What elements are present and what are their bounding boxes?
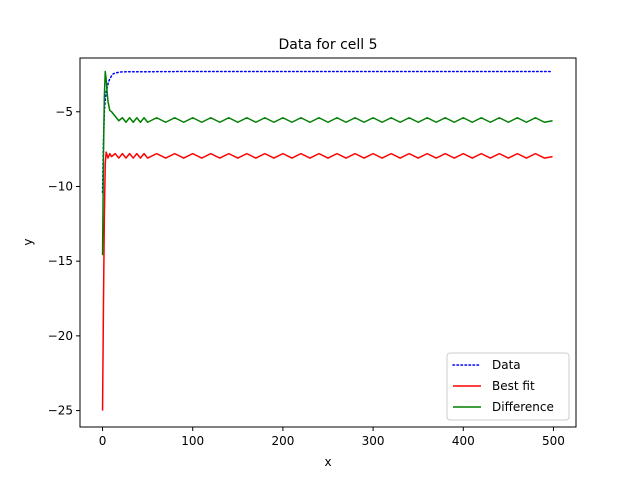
- legend-label-data: Data: [492, 358, 521, 372]
- x-axis: 0 100 200 300 400 500: [99, 427, 565, 448]
- y-axis: −25 −20 −15 −10 −5: [48, 105, 80, 418]
- legend-label-best-fit: Best fit: [492, 379, 535, 393]
- x-tick-label: 0: [99, 434, 107, 448]
- y-tick-label: −5: [55, 105, 73, 119]
- y-axis-label: y: [21, 238, 35, 245]
- plot-frame: [79, 57, 577, 428]
- legend: Data Best fit Difference: [446, 352, 570, 421]
- x-tick-label: 400: [452, 434, 475, 448]
- series-best-fit-line: [101, 151, 553, 411]
- legend-box: [446, 352, 570, 421]
- x-tick-label: 300: [362, 434, 385, 448]
- legend-label-difference: Difference: [492, 400, 554, 414]
- series-data-line: [101, 70, 554, 194]
- x-tick-label: 200: [271, 434, 294, 448]
- y-tick-label: −20: [48, 329, 73, 343]
- chart-title: Data for cell 5: [278, 37, 377, 53]
- x-tick-label: 100: [181, 434, 204, 448]
- y-tick-label: −10: [48, 179, 73, 193]
- series-difference-line: [101, 70, 553, 256]
- series-layer: [101, 70, 554, 411]
- y-tick-label: −25: [48, 404, 73, 418]
- y-tick-label: −15: [48, 254, 73, 268]
- x-tick-label: 500: [542, 434, 565, 448]
- plot-area: [79, 57, 577, 428]
- x-axis-label: x: [324, 455, 331, 469]
